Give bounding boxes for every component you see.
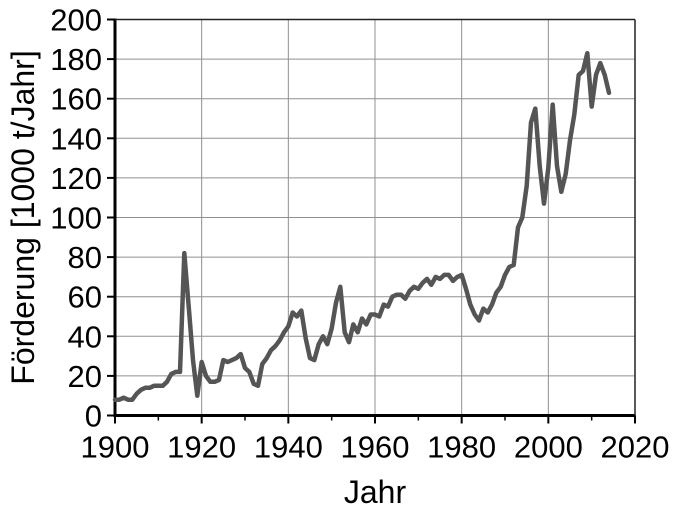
- axis-ticks: [107, 18, 636, 424]
- y-tick-label: 60: [68, 280, 102, 315]
- y-tick-label: 20: [68, 359, 102, 394]
- y-tick-label: 180: [50, 42, 102, 77]
- x-tick-label: 1960: [341, 430, 410, 465]
- tick-labels: 1900 1920 1940 1960 1980 2000 2020 0 20 40 60 80 100…: [50, 3, 669, 465]
- data-line: [112, 50, 612, 402]
- y-tick-label: 160: [50, 82, 102, 117]
- x-tick-label: 2000: [514, 430, 583, 465]
- y-tick-label: 200: [50, 3, 102, 38]
- x-axis-label: Jahr: [344, 474, 407, 510]
- y-tick-label: 100: [50, 201, 102, 236]
- y-tick-label: 0: [85, 399, 102, 434]
- y-tick-label: 40: [68, 319, 102, 354]
- y-tick-label: 140: [50, 121, 102, 156]
- x-tick-label: 1900: [81, 430, 150, 465]
- x-tick-label: 2020: [601, 430, 670, 465]
- y-axis-label: Förderung [1000 t/Jahr]: [5, 50, 41, 384]
- x-tick-label: 1920: [167, 430, 236, 465]
- y-tick-label: 80: [68, 240, 102, 275]
- x-tick-label: 1980: [427, 430, 496, 465]
- y-tick-label: 120: [50, 161, 102, 196]
- x-tick-label: 1940: [254, 430, 323, 465]
